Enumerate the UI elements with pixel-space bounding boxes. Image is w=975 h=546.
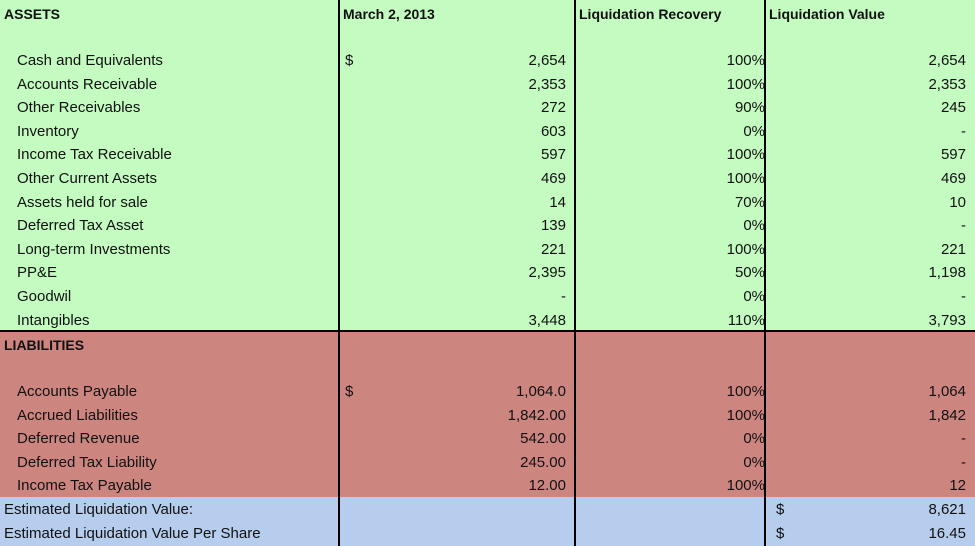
liabilities-section-bg (575, 330, 765, 497)
row-label: Other Current Assets (17, 170, 158, 187)
currency-symbol: $ (776, 525, 785, 542)
liquidation-value-cell: - (961, 453, 966, 471)
row-label: Other Receivables (17, 99, 141, 117)
total-label: Estimated Liquidation Value Per Share (4, 525, 261, 542)
row-label: Income Tax Receivable (17, 146, 172, 164)
amount-cell: 139 (540, 217, 566, 235)
recovery-cell: 100% (726, 146, 765, 164)
liquidation-value-cell: 2,353 (928, 75, 966, 93)
recovery-cell: 100% (726, 477, 765, 495)
total-value: 8,621 (928, 501, 966, 518)
liquidation-value-cell: - (961, 217, 966, 235)
row-label: Accrued Liabilities (17, 406, 138, 424)
currency-symbol: $ (345, 383, 354, 400)
row-label: PP&E (17, 264, 58, 282)
assets-section-bg (0, 0, 339, 330)
amount-cell: - (561, 288, 566, 305)
recovery-cell: 0% (743, 453, 765, 471)
amount-cell: 603 (540, 122, 566, 140)
liquidation-value-cell: 3,793 (928, 311, 966, 329)
liabilities-section-bg (339, 330, 575, 497)
recovery-column-header: Liquidation Recovery (579, 6, 722, 22)
amount-cell: 2,353 (528, 75, 566, 93)
column-divider (574, 0, 576, 546)
row-label: Long-term Investments (17, 240, 171, 258)
amount-cell: 597 (540, 146, 566, 164)
recovery-cell: 100% (726, 383, 765, 400)
amount-cell: 2,395 (528, 264, 566, 282)
currency-symbol: $ (776, 501, 785, 518)
liabilities-section-bg (765, 330, 975, 497)
liabilities-header: LIABILITIES (4, 337, 85, 353)
totals-section-bg (575, 497, 765, 546)
amount-cell: 1,064.0 (515, 383, 566, 400)
recovery-cell: 90% (734, 99, 765, 117)
row-label: Cash and Equivalents (17, 52, 163, 69)
liquidation-value-cell: - (961, 430, 966, 448)
value-column-header: Liquidation Value (769, 6, 885, 22)
row-label: Assets held for sale (17, 193, 148, 211)
row-label: Deferred Tax Liability (17, 453, 157, 471)
liquidation-value-cell: 1,064 (928, 383, 966, 400)
amount-cell: 245.00 (520, 453, 566, 471)
date-column-header: March 2, 2013 (343, 6, 435, 22)
liquidation-value-cell: 245 (940, 99, 966, 117)
liquidation-value-cell: 10 (949, 193, 966, 211)
column-divider (764, 0, 766, 546)
assets-section-bg (575, 0, 765, 330)
amount-cell: 272 (540, 99, 566, 117)
recovery-cell: 0% (743, 122, 765, 140)
amount-cell: 3,448 (528, 311, 566, 329)
column-divider (338, 0, 340, 546)
assets-section-bg (765, 0, 975, 330)
section-divider (0, 330, 975, 332)
recovery-cell: 100% (726, 406, 765, 424)
assets-section-bg (339, 0, 575, 330)
row-label: Inventory (17, 122, 79, 140)
recovery-cell: 100% (726, 170, 765, 187)
liquidation-value-cell: 469 (940, 170, 966, 187)
recovery-cell: 100% (726, 75, 765, 93)
liquidation-value-cell: 2,654 (928, 52, 966, 69)
liquidation-value-cell: - (961, 288, 966, 305)
currency-symbol: $ (345, 52, 354, 69)
recovery-cell: 0% (743, 430, 765, 448)
amount-cell: 2,654 (528, 52, 566, 69)
liquidation-value-cell: 597 (940, 146, 966, 164)
assets-header: ASSETS (4, 6, 61, 22)
liquidation-value-cell: 221 (940, 240, 966, 258)
recovery-cell: 0% (743, 288, 765, 305)
liquidation-value-cell: 1,198 (928, 264, 966, 282)
recovery-cell: 50% (734, 264, 765, 282)
amount-cell: 221 (540, 240, 566, 258)
recovery-cell: 100% (726, 52, 765, 69)
totals-section-bg (765, 497, 975, 546)
amount-cell: 469 (540, 170, 566, 187)
liquidation-value-cell: - (961, 122, 966, 140)
row-label: Accounts Payable (17, 383, 138, 400)
liabilities-section-bg (0, 330, 339, 497)
recovery-cell: 70% (734, 193, 765, 211)
total-value: 16.45 (928, 525, 966, 542)
row-label: Goodwil (17, 288, 72, 305)
recovery-cell: 0% (743, 217, 765, 235)
row-label: Deferred Tax Asset (17, 217, 144, 235)
recovery-cell: 100% (726, 240, 765, 258)
amount-cell: 1,842.00 (507, 406, 566, 424)
row-label: Income Tax Payable (17, 477, 152, 495)
row-label: Accounts Receivable (17, 75, 158, 93)
liquidation-value-cell: 1,842 (928, 406, 966, 424)
row-label: Deferred Revenue (17, 430, 140, 448)
totals-section-bg (0, 497, 339, 546)
total-label: Estimated Liquidation Value: (4, 501, 194, 518)
recovery-cell: 110% (727, 311, 765, 329)
amount-cell: 14 (549, 193, 566, 211)
row-label: Intangibles (17, 311, 90, 329)
liquidation-value-cell: 12 (949, 477, 966, 495)
amount-cell: 542.00 (520, 430, 566, 448)
amount-cell: 12.00 (528, 477, 566, 495)
totals-section-bg (339, 497, 575, 546)
